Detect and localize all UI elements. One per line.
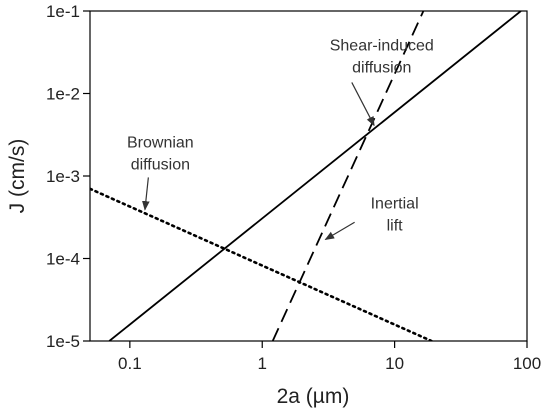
- series-group: [90, 11, 522, 341]
- annotation-arrow-inertial: [324, 221, 355, 241]
- annotation-arrow-brownian: [142, 177, 150, 211]
- y-tick-label: 1e-3: [46, 167, 80, 186]
- y-axis-label: J (cm/s): [6, 139, 29, 214]
- annotation-line: diffusion: [352, 59, 411, 76]
- x-tick-label: 1: [257, 354, 266, 373]
- series-line-inertial: [271, 11, 425, 341]
- series-line-shear: [108, 11, 522, 341]
- y-tick-label: 1e-4: [46, 250, 80, 269]
- x-tick-label: 10: [385, 354, 404, 373]
- annotation-line: lift: [387, 217, 404, 234]
- annotation-line: diffusion: [131, 156, 190, 173]
- y-tick-label: 1e-1: [46, 2, 80, 21]
- x-tick-label: 100: [513, 354, 541, 373]
- x-axis-label: 2a (µm): [277, 385, 350, 408]
- plot-area: 0.1 1 10 100 1e-5 1e-4 1e-3 1e-2 1e-1 Shear-induc…: [46, 2, 541, 373]
- plot-frame: [89, 10, 528, 342]
- annotation-arrow-shear: [351, 82, 375, 127]
- series-line-brownian: [90, 187, 433, 341]
- y-tick-label: 1e-2: [46, 85, 80, 104]
- y-tick-label: 1e-5: [46, 332, 80, 351]
- annotation-inertial: Inertial lift: [371, 195, 419, 234]
- annotation-shear: Shear-induced diffusion: [330, 37, 434, 76]
- annotation-line: Brownian: [127, 134, 194, 151]
- annotation-line: Inertial: [371, 195, 419, 212]
- x-tick-label: 0.1: [118, 354, 142, 373]
- annotation-line: Shear-induced: [330, 37, 434, 54]
- annotation-brownian: Brownian diffusion: [127, 134, 194, 173]
